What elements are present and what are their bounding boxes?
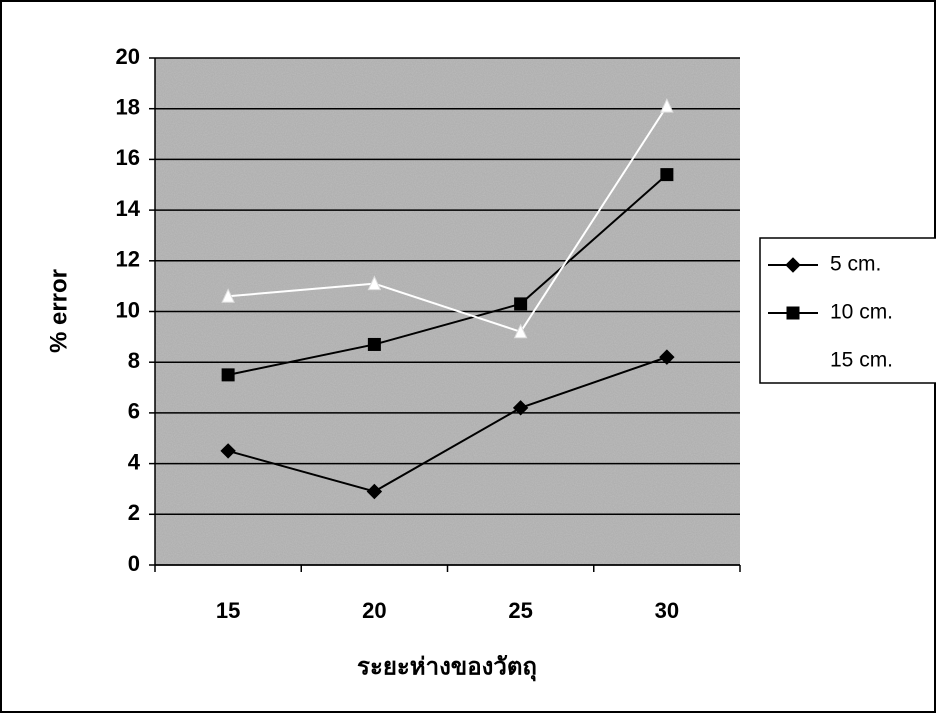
x-axis-title: ระยะห่างของวัตถุ bbox=[357, 653, 537, 682]
x-tick-label: 30 bbox=[655, 598, 679, 623]
x-tick-label: 15 bbox=[216, 598, 240, 623]
legend-label: 10 cm. bbox=[830, 301, 893, 324]
x-tick-label: 25 bbox=[508, 598, 532, 623]
data-point bbox=[367, 337, 381, 351]
data-point bbox=[366, 483, 383, 500]
legend-marker bbox=[786, 306, 800, 320]
y-tick-label: 4 bbox=[128, 449, 141, 474]
y-tick-label: 10 bbox=[116, 297, 140, 322]
data-point bbox=[660, 168, 674, 182]
data-point bbox=[367, 275, 382, 291]
y-tick-label: 18 bbox=[116, 95, 140, 120]
legend-label: 5 cm. bbox=[830, 253, 881, 276]
data-point bbox=[514, 297, 528, 311]
y-tick-label: 16 bbox=[116, 145, 140, 170]
data-point bbox=[221, 288, 235, 303]
legend-box bbox=[759, 237, 936, 384]
data-point bbox=[659, 349, 675, 365]
legend-marker bbox=[785, 257, 801, 273]
y-tick-label: 14 bbox=[116, 196, 141, 221]
series-line bbox=[227, 356, 668, 493]
y-tick-label: 12 bbox=[116, 247, 140, 272]
y-axis-title: % error bbox=[45, 269, 72, 353]
data-point bbox=[513, 323, 528, 339]
series-line bbox=[228, 105, 668, 333]
y-tick-label: 6 bbox=[128, 399, 140, 424]
legend-label: 15 cm. bbox=[830, 349, 893, 372]
series-line bbox=[227, 173, 668, 376]
x-tick-label: 20 bbox=[362, 598, 386, 623]
y-tick-label: 2 bbox=[128, 500, 140, 525]
data-point bbox=[660, 97, 674, 113]
data-point bbox=[512, 400, 529, 416]
y-tick-label: 8 bbox=[128, 348, 140, 373]
y-tick-label: 0 bbox=[128, 551, 140, 576]
data-point bbox=[221, 368, 235, 382]
data-point bbox=[220, 443, 236, 459]
y-tick-label: 20 bbox=[116, 44, 140, 69]
